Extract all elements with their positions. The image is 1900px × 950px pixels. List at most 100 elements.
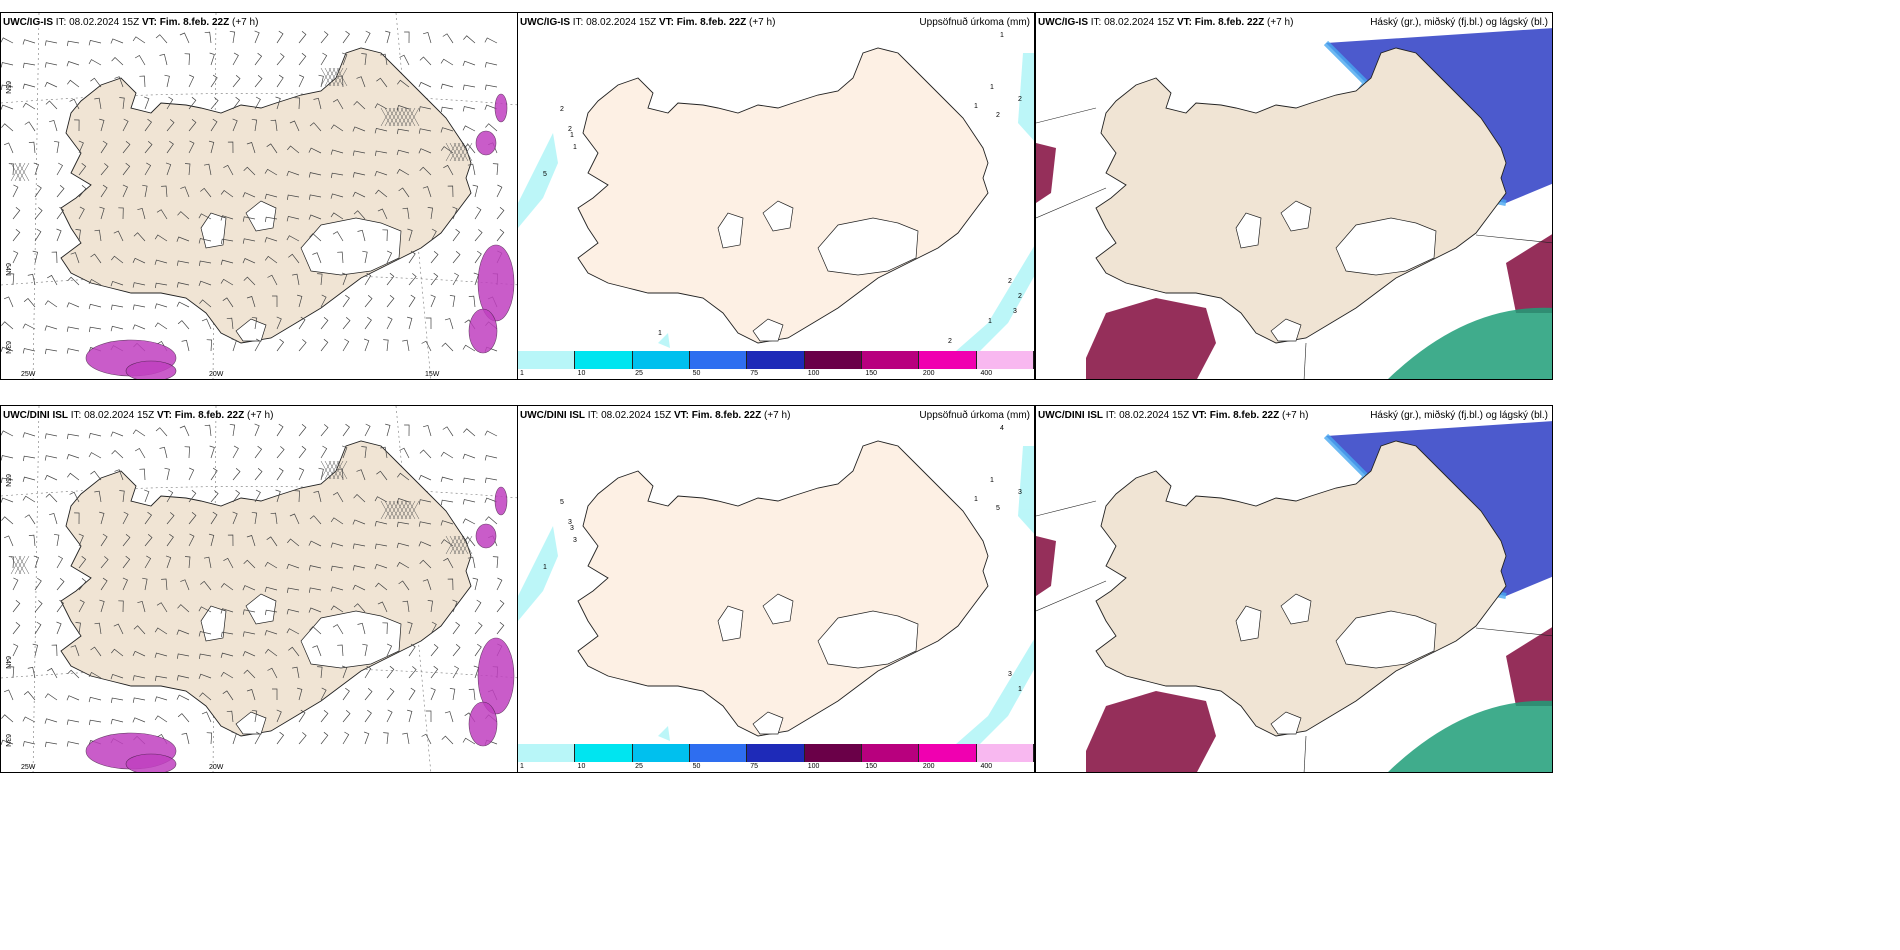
wind-barb	[177, 604, 190, 613]
wind-barb	[231, 731, 237, 745]
wind-barb	[78, 533, 84, 547]
wind-barb	[227, 141, 234, 154]
wind-barb	[276, 423, 284, 437]
wind-barb	[90, 470, 102, 481]
wind-barb	[51, 644, 58, 657]
wind-barb	[44, 718, 58, 724]
wind-barb	[386, 316, 393, 330]
wind-barb	[286, 215, 300, 222]
wind-barb	[100, 163, 109, 176]
wind-barb	[34, 228, 42, 242]
wind-barb	[188, 74, 195, 88]
wind-barb	[361, 53, 367, 66]
wind-barb	[22, 323, 36, 330]
wind-barb	[220, 671, 234, 679]
valid-time: Fim. 8.feb. 22Z	[1209, 410, 1280, 421]
wind-barb	[330, 565, 344, 572]
wind-barb	[418, 499, 432, 505]
contour-label: 5	[996, 505, 1000, 512]
colorbar-tick-label: 75	[750, 370, 759, 377]
wind-barb	[418, 81, 432, 88]
wind-barb	[442, 33, 454, 44]
wind-barb	[308, 147, 322, 154]
wind-barb	[242, 651, 256, 657]
wind-barb	[276, 316, 282, 330]
wind-barb	[242, 609, 256, 615]
wind-barb	[474, 206, 482, 220]
wind-barb	[496, 577, 503, 591]
wind-barb	[398, 580, 410, 591]
wind-barb	[286, 235, 300, 242]
contour-label: 1	[1018, 686, 1022, 693]
iceland-land	[1095, 47, 1507, 344]
wind-barb	[184, 53, 190, 66]
wind-barb	[100, 577, 108, 591]
wind-barb	[474, 229, 483, 242]
wind-barb	[90, 646, 102, 657]
wind-barb	[308, 540, 322, 547]
wind-barb	[270, 512, 278, 525]
wind-barb	[132, 304, 146, 310]
wind-barb	[342, 52, 348, 66]
wind-barb	[188, 533, 195, 547]
wind-barb	[8, 163, 15, 176]
lead-time: (+7 h)	[1267, 17, 1294, 28]
wind-barb	[220, 259, 234, 265]
precip-blob	[125, 753, 177, 772]
wind-barb	[468, 295, 476, 308]
wind-barb	[496, 184, 503, 198]
mid-cloud-area	[1086, 691, 1216, 772]
field-title: Háský (gr.), miðský (fj.bl.) og lágský (…	[1370, 410, 1548, 421]
wind-barb	[396, 149, 410, 156]
contour-label: 1	[988, 318, 992, 325]
wind-barb	[294, 97, 300, 110]
wind-barb	[232, 511, 238, 525]
wind-barbs	[1, 30, 505, 355]
wind-barb	[264, 648, 278, 657]
wind-barb	[176, 282, 190, 288]
glacier-outline	[762, 200, 794, 232]
colorbar-tick-label: 10	[577, 370, 586, 377]
colorbar-tick-label: 25	[635, 370, 643, 377]
precip-blob	[468, 701, 498, 747]
wind-barb	[386, 688, 395, 701]
wind-barb	[286, 587, 300, 593]
wind-barb	[66, 348, 80, 354]
wind-barb	[200, 187, 212, 198]
precip-blob	[475, 523, 497, 549]
wind-barb	[474, 250, 482, 264]
wind-barb	[374, 543, 388, 549]
wind-barb	[430, 644, 439, 657]
wind-barb	[312, 645, 322, 657]
wind-barb	[254, 52, 263, 66]
init-time: 08.02.2024 15Z	[1104, 17, 1175, 28]
contour-label: 5	[560, 499, 564, 506]
wind-barb	[67, 276, 80, 286]
wind-barb	[210, 490, 219, 503]
wind-barb	[12, 229, 21, 242]
wind-barb	[188, 467, 195, 481]
wind-barb	[154, 303, 168, 309]
mid-cloud-area	[1036, 143, 1056, 203]
colorbar-tick-label: 150	[865, 370, 878, 377]
precip-blob	[475, 130, 497, 156]
glacier-outline	[1270, 711, 1302, 735]
wind-barb	[132, 717, 146, 723]
wind-barb	[88, 672, 102, 679]
wind-barb	[382, 622, 388, 635]
wind-barb	[1, 321, 14, 330]
wind-barb	[110, 718, 124, 725]
colorbar-segment	[689, 351, 748, 369]
wind-barb	[357, 229, 366, 242]
glacier-outline	[235, 711, 267, 735]
wind-barb	[1, 84, 14, 90]
wind-barb	[362, 643, 368, 657]
wind-barb	[254, 489, 261, 503]
wind-barb	[3, 142, 14, 154]
wind-barb	[426, 710, 432, 722]
wind-barb	[176, 236, 190, 242]
wind-barb	[242, 192, 256, 198]
longitude-label: 25W	[21, 764, 36, 771]
wind-barb	[232, 96, 241, 110]
contour-label: 2	[996, 112, 1000, 119]
